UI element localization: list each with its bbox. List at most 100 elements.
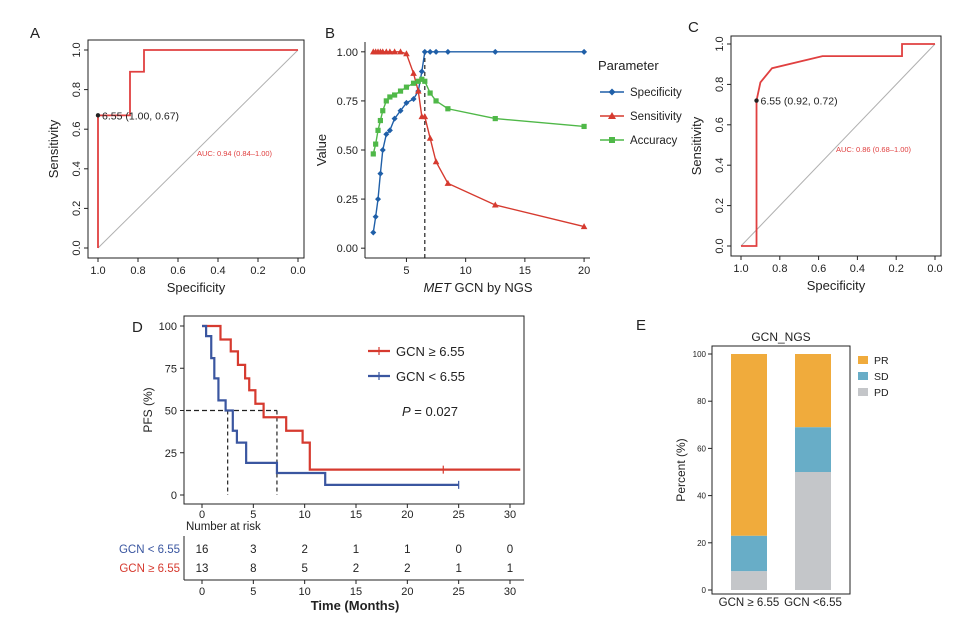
y-tick-label: 0.0: [71, 240, 83, 255]
y-tick-label: 100: [693, 350, 707, 359]
bar-segment-pr: [795, 354, 831, 428]
series-line-accuracy: [372, 78, 585, 155]
risk-cell: 2: [301, 544, 307, 556]
point-accuracy: [375, 127, 381, 133]
point-sensitivity: [386, 48, 394, 55]
y-tick-label: 50: [165, 406, 177, 418]
point-specificity: [581, 48, 588, 55]
p-value: P = 0.027: [402, 404, 458, 419]
threshold-point: [754, 98, 759, 103]
y-tick-label: 0.8: [71, 82, 83, 97]
y-axis-label: Sensitivity: [46, 119, 61, 178]
x-tick-label: 10: [299, 509, 311, 521]
risk-x-tick-label: 0: [199, 586, 205, 598]
risk-cell: 2: [404, 563, 410, 575]
y-tick-label: 0.75: [337, 96, 358, 108]
x-tick-label: 5: [250, 509, 256, 521]
point-specificity: [383, 131, 390, 138]
km-curve: [202, 324, 459, 486]
risk-cell: 1: [404, 544, 410, 556]
risk-cell: 5: [301, 563, 307, 575]
y-tick-label: 60: [697, 444, 706, 453]
bar-segment-pr: [731, 354, 767, 536]
point-specificity: [377, 170, 384, 177]
x-tick-label: 15: [519, 265, 531, 277]
x-tick-label: 25: [453, 509, 465, 521]
y-tick-label: 0.50: [337, 145, 358, 157]
panel-d-label: D: [132, 319, 143, 336]
legend-label: GCN < 6.55: [396, 369, 465, 384]
y-tick-label: 0.2: [714, 198, 726, 213]
point-specificity: [370, 229, 377, 236]
legend-marker: [608, 112, 616, 119]
risk-cell: 1: [353, 544, 359, 556]
risk-x-tick-label: 15: [350, 586, 362, 598]
point-accuracy: [403, 84, 410, 90]
point-specificity: [386, 127, 393, 134]
x-tick-label: 0.6: [170, 265, 185, 277]
x-tick-label: 20: [401, 509, 413, 521]
y-tick-label: 1.00: [337, 47, 358, 59]
legend-title: Parameter: [598, 58, 659, 73]
y-tick-label: 0.2: [71, 201, 83, 216]
x-axis-label: Specificity: [167, 280, 226, 295]
point-accuracy: [433, 98, 439, 104]
point-accuracy: [397, 88, 404, 94]
bar-segment-sd: [731, 535, 767, 572]
panel-a-label: A: [30, 25, 40, 42]
legend-label: PR: [874, 355, 889, 367]
y-tick-label: 25: [165, 448, 177, 460]
point-accuracy: [415, 78, 421, 84]
x-tick-label: 0.0: [927, 263, 942, 275]
x-tick-label: 1.0: [90, 265, 105, 277]
point-sensitivity: [414, 87, 422, 94]
y-tick-label: 80: [697, 397, 706, 406]
point-accuracy: [422, 78, 428, 84]
point-accuracy: [377, 117, 383, 124]
series-line-specificity: [372, 51, 585, 233]
point-specificity: [397, 107, 404, 114]
point-accuracy: [373, 141, 379, 147]
legend-label: Accuracy: [630, 135, 678, 147]
point-specificity: [375, 196, 382, 203]
plot-frame: [87, 39, 305, 259]
bar-segment-sd: [795, 427, 831, 472]
legend-label: GCN ≥ 6.55: [396, 344, 465, 359]
bar-segment-pd: [731, 571, 767, 590]
y-axis-label: Percent (%): [674, 438, 688, 501]
point-specificity: [427, 48, 434, 55]
point-specificity: [372, 213, 379, 220]
legend-label: Sensitivity: [630, 111, 682, 123]
panel-b: B 0.00 0.25 0.50 0.75 1.00 5 10 15 20 MET GCN by …: [314, 25, 682, 295]
km-curve: [202, 324, 521, 471]
legend-marker: [608, 88, 616, 96]
threshold-label: 6.55 (0.92, 0.72): [761, 96, 838, 108]
point-accuracy: [370, 151, 376, 157]
point-specificity: [492, 48, 499, 55]
point-specificity: [444, 48, 451, 55]
plot-frame: [711, 345, 851, 595]
point-sensitivity: [491, 201, 499, 208]
risk-x-tick-label: 10: [299, 586, 311, 598]
risk-row-label: GCN < 6.55: [119, 544, 180, 556]
point-accuracy: [410, 80, 417, 86]
point-specificity: [418, 68, 425, 75]
legend-marker: [609, 137, 615, 143]
panel-a: A 6.55 (1.00, 0.67) AUC: 0.94 (0.84–1.00)…: [30, 25, 306, 295]
legend-label: Specificity: [630, 87, 682, 99]
y-tick-label: 0.6: [71, 122, 83, 137]
threshold-label: 6.55 (1.00, 0.67): [102, 110, 179, 122]
panel-b-label: B: [325, 25, 335, 42]
point-accuracy: [392, 92, 398, 98]
y-tick-label: 75: [165, 363, 177, 375]
x-axis-label: Specificity: [807, 278, 866, 293]
reference-diagonal: [740, 43, 936, 247]
point-accuracy: [445, 106, 451, 112]
category-label: GCN <6.55: [784, 597, 842, 609]
point-sensitivity: [426, 134, 434, 141]
risk-cell: 1: [455, 563, 461, 575]
roc-curve: [741, 43, 935, 247]
risk-x-tick-label: 20: [401, 586, 413, 598]
point-specificity: [421, 48, 428, 55]
